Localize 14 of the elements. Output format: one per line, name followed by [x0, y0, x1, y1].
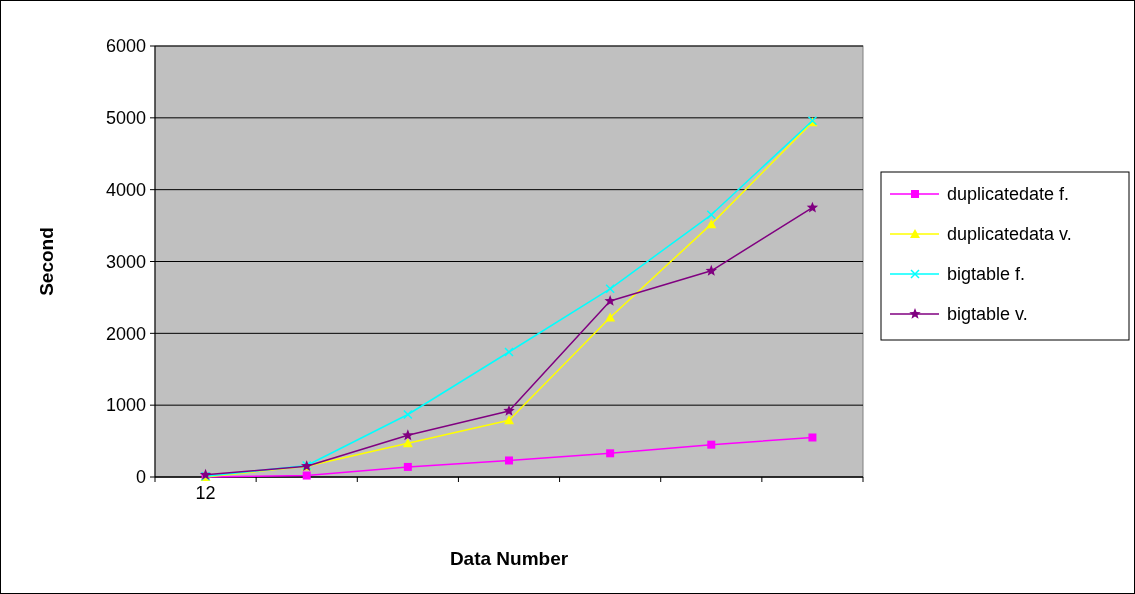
- x-axis-title: Data Number: [449, 548, 569, 569]
- y-tick-label: 2000: [105, 323, 146, 344]
- y-tick-label: 3000: [105, 251, 146, 272]
- y-tick-label: 1000: [105, 395, 146, 416]
- legend-label: bigtable f.: [947, 264, 1026, 285]
- legend-label: duplicatedata v.: [947, 224, 1072, 245]
- x-tick-label: 12: [195, 483, 216, 503]
- legend-label: bigtable v.: [947, 304, 1028, 325]
- y-tick-label: 6000: [105, 36, 146, 57]
- y-tick-label: 0: [135, 467, 146, 488]
- y-axis-title: Second: [36, 227, 57, 296]
- y-tick-label: 5000: [105, 108, 146, 129]
- legend-label: duplicatedate f.: [947, 184, 1070, 205]
- y-tick-label: 4000: [105, 179, 146, 200]
